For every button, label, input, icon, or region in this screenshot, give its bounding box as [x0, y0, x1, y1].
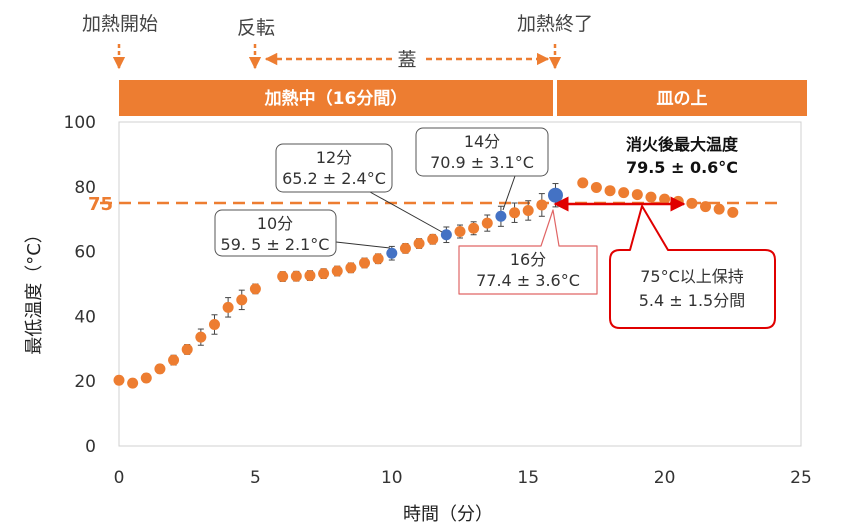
callout-16min: 16分 77.4 ± 3.6°C	[458, 209, 598, 295]
x-tick-label: 15	[517, 468, 539, 488]
svg-text:16分: 16分	[510, 250, 546, 269]
tick-labels: 0 5 10 15 20 25 0 20 40 60 80 100	[64, 113, 812, 488]
y-tick-label: 40	[74, 307, 96, 327]
y-axis-title: 最低温度（°C）	[24, 225, 45, 355]
data-point	[140, 372, 152, 384]
data-point	[372, 253, 384, 265]
data-point	[154, 363, 166, 375]
y-tick-label: 60	[74, 243, 96, 263]
data-point	[195, 331, 207, 343]
data-point	[399, 242, 411, 254]
data-point	[168, 354, 180, 366]
data-point	[590, 181, 602, 193]
data-point	[631, 189, 643, 201]
data-point	[290, 270, 302, 282]
phase-label-start: 加熱開始	[82, 13, 158, 35]
svg-text:5.4 ± 1.5分間: 5.4 ± 1.5分間	[639, 291, 745, 310]
y-tick-label: 0	[85, 437, 96, 457]
svg-text:14分: 14分	[464, 132, 500, 151]
data-point	[577, 177, 589, 189]
data-point	[495, 210, 507, 222]
data-point	[208, 319, 220, 330]
data-point	[345, 262, 357, 274]
x-tick-label: 0	[114, 468, 125, 488]
data-point	[713, 203, 725, 215]
y-tick-label: 20	[74, 372, 96, 392]
x-tick-label: 20	[654, 468, 676, 488]
callout-10min: 10分 59. 5 ± 2.1°C	[214, 209, 391, 257]
data-point	[481, 217, 493, 229]
banner-heating	[119, 80, 553, 116]
x-tick-label: 25	[790, 468, 812, 488]
data-point	[618, 187, 630, 199]
phase-label-end: 加熱終了	[517, 13, 593, 35]
svg-text:77.4 ± 3.6°C: 77.4 ± 3.6°C	[476, 271, 580, 290]
svg-text:10分: 10分	[257, 214, 293, 233]
data-point	[318, 268, 330, 280]
data-point	[386, 247, 398, 259]
max-temp-label: 消火後最大温度	[626, 135, 739, 154]
banner-plate	[557, 80, 807, 116]
data-point	[522, 204, 534, 216]
data-point	[236, 294, 248, 306]
phase-label-flip: 反転	[237, 17, 275, 39]
y-tick-label: 100	[64, 113, 96, 133]
svg-text:12分: 12分	[316, 148, 352, 167]
banner-heating-label: 加熱中（16分間）	[264, 88, 408, 109]
data-point	[645, 191, 657, 203]
plot-area	[118, 121, 802, 447]
callout-12min: 12分 65.2 ± 2.4°C	[275, 143, 443, 233]
max-temp-value: 79.5 ± 0.6°C	[626, 158, 738, 177]
data-point	[413, 238, 425, 249]
data-point	[536, 199, 548, 211]
data-point	[304, 270, 316, 282]
data-point	[331, 265, 343, 277]
x-tick-label: 5	[250, 468, 261, 488]
banner-plate-label: 皿の上	[657, 89, 708, 109]
data-point	[440, 229, 452, 241]
svg-text:65.2 ± 2.4°C: 65.2 ± 2.4°C	[282, 169, 386, 188]
x-axis-title: 時間（分）	[403, 504, 493, 525]
svg-text:75°C以上保持: 75°C以上保持	[640, 267, 744, 286]
data-point	[509, 207, 521, 219]
x-tick-label: 10	[381, 468, 403, 488]
data-point	[427, 233, 439, 245]
threshold-label: 75	[88, 194, 113, 215]
data-point	[113, 374, 125, 386]
data-point	[277, 271, 289, 283]
callout-14min: 14分 70.9 ± 3.1°C	[415, 127, 549, 211]
data-point	[604, 185, 616, 197]
callout-hold: 75°C以上保持 5.4 ± 1.5分間	[609, 205, 776, 329]
data-point	[727, 206, 739, 218]
data-point	[686, 197, 698, 209]
data-points	[113, 177, 739, 389]
data-point	[127, 377, 139, 389]
data-point	[468, 222, 480, 234]
svg-text:59. 5 ± 2.1°C: 59. 5 ± 2.1°C	[221, 235, 330, 254]
data-point	[547, 187, 563, 203]
svg-text:70.9 ± 3.1°C: 70.9 ± 3.1°C	[430, 153, 534, 172]
data-point	[181, 343, 193, 355]
lid-label: 蓋	[397, 49, 416, 71]
data-point	[454, 226, 466, 238]
data-point	[700, 201, 712, 213]
data-point	[249, 283, 261, 295]
y-tick-label: 80	[74, 178, 96, 198]
data-point	[359, 257, 371, 269]
data-point	[222, 301, 234, 313]
